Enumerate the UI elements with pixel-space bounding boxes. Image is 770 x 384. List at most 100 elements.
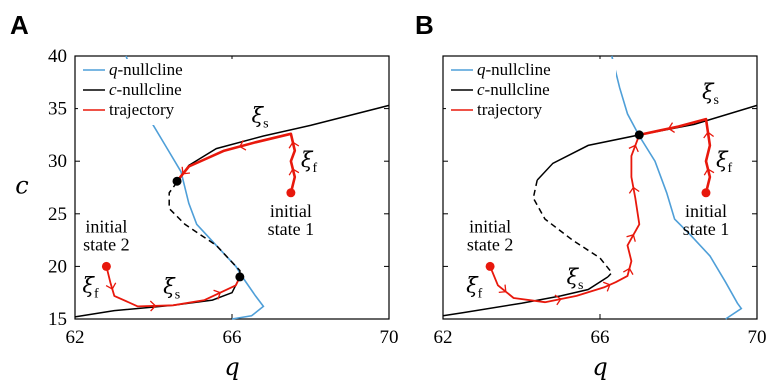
trajectory-arrow	[626, 234, 636, 242]
trajectory-arrow	[703, 131, 715, 139]
legend-entry: q-nullcline	[477, 60, 551, 79]
legend-text: trajectory	[477, 100, 543, 119]
q-nullcline-line	[611, 55, 743, 320]
initial-state-1-label-line2: state 1	[268, 219, 315, 239]
initial-state-1-label-line1: initial	[270, 201, 312, 221]
legend-variable: q	[109, 60, 118, 79]
legend-entry: c-nullcline	[477, 80, 550, 99]
trajectory-arrow	[288, 168, 300, 176]
xi-symbol: ξ	[301, 148, 314, 172]
xi-subscript: f	[312, 161, 317, 176]
x-axis-label: q	[592, 353, 607, 381]
legend-variable: c	[109, 80, 117, 99]
panel-label-b: B	[415, 10, 434, 40]
initial-state-2-label-line2: state 2	[83, 234, 130, 254]
trajectory-arrow	[238, 140, 247, 151]
x-tick-label: 66	[223, 327, 242, 348]
c-nullcline-upper-branch	[536, 104, 758, 181]
trajectory-arrow	[181, 166, 191, 175]
x-tick-label: 70	[748, 327, 767, 348]
legend-entry: trajectory	[477, 100, 543, 119]
trajectory-arrow	[288, 141, 300, 149]
x-tick-label: 66	[591, 327, 610, 348]
trajectory-line	[175, 132, 297, 194]
fixed-point	[172, 176, 182, 186]
trajectory-arrow	[498, 284, 507, 294]
y-tick-label: 15	[48, 309, 67, 330]
legend-entry: q-nullcline	[109, 60, 183, 79]
c-nullcline-unstable-branch	[168, 181, 241, 277]
xi-subscript: f	[728, 161, 733, 176]
trajectory-arrow	[149, 300, 157, 312]
xi-symbol: ξ	[82, 273, 95, 297]
xi-f-label-1: ξf	[301, 148, 318, 176]
legend-text: -nullcline	[118, 60, 183, 79]
xi-f-label-1: ξf	[716, 148, 733, 176]
trajectory-arrow	[554, 294, 562, 306]
legend-text: -nullcline	[486, 60, 551, 79]
xi-subscript: s	[714, 93, 719, 108]
legend-variable: c	[477, 80, 485, 99]
initial-state-dot	[101, 261, 111, 271]
xi-f-label-2: ξf	[466, 273, 483, 301]
xi-symbol: ξ	[466, 273, 479, 297]
trajectory-arrow	[703, 168, 715, 176]
trajectory-arrow	[667, 122, 675, 133]
initial-state-dot	[701, 188, 711, 198]
y-tick-label: 35	[48, 99, 67, 120]
initial-state-1-label-line2: state 1	[683, 219, 730, 239]
initial-state-2-label-line2: state 2	[467, 234, 514, 254]
y-tick-label: 25	[48, 204, 67, 225]
x-tick-label: 62	[434, 327, 453, 348]
panel-b-plot: 62 66 70qq-nullclinec-nullclinetrajectoryi…	[434, 55, 767, 381]
trajectory-arrow	[628, 186, 640, 194]
xi-s-label-1: ξs	[252, 103, 269, 131]
legend-text: trajectory	[109, 100, 175, 119]
xi-symbol: ξ	[566, 265, 579, 289]
x-tick-label: 62	[66, 327, 85, 348]
legend-entry: trajectory	[109, 100, 175, 119]
initial-state-1-label-line1: initial	[685, 201, 727, 221]
legend-variable: q	[477, 60, 486, 79]
trajectory-arrow	[105, 282, 117, 290]
legend-box	[78, 59, 248, 125]
xi-s-label-2: ξs	[163, 274, 180, 302]
panel-a-plot: 62 66 70152025303540qcq-nullclinec-nullcli…	[15, 46, 398, 381]
xi-subscript: s	[578, 278, 583, 293]
c-nullcline-lower-branch	[442, 276, 609, 317]
c-nullcline-lower-branch	[74, 276, 241, 318]
trajectory-arrow	[602, 281, 611, 292]
initial-state-2-label-line1: initial	[85, 216, 127, 236]
xi-subscript: s	[175, 287, 180, 302]
legend-entry: c-nullcline	[109, 80, 182, 99]
panel-label-a: A	[10, 10, 29, 40]
c-nullcline-unstable-branch	[532, 179, 613, 278]
trajectory-arrow	[213, 289, 222, 300]
y-tick-label: 40	[48, 46, 67, 67]
xi-symbol: ξ	[702, 80, 715, 104]
y-axis-label: c	[15, 172, 28, 200]
y-tick-label: 30	[48, 151, 67, 172]
xi-symbol: ξ	[163, 274, 176, 298]
fixed-point	[634, 130, 644, 140]
xi-f-label-2: ξf	[82, 273, 99, 301]
xi-s-label-2: ξs	[566, 265, 583, 293]
legend-text: -nullcline	[485, 80, 550, 99]
legend-box	[446, 59, 616, 125]
initial-state-dot	[286, 188, 296, 198]
xi-symbol: ξ	[252, 103, 265, 127]
trajectory-line	[489, 134, 641, 304]
xi-subscript: f	[94, 286, 99, 301]
y-tick-label: 20	[48, 256, 67, 277]
x-axis-label: q	[224, 353, 239, 381]
panel-a: A 62 66 70152025303540qcq-nullclinec-nullc…	[10, 10, 399, 381]
xi-subscript: f	[478, 286, 483, 301]
initial-state-2-label-line1: initial	[469, 216, 511, 236]
initial-state-dot	[485, 261, 495, 271]
trajectory-line	[639, 117, 712, 194]
trajectory-arrow	[622, 267, 634, 275]
panel-b: B 62 66 70qq-nullclinec-nullclinetrajector…	[415, 10, 767, 381]
xi-subscript: s	[263, 116, 268, 131]
fixed-point	[235, 272, 245, 282]
